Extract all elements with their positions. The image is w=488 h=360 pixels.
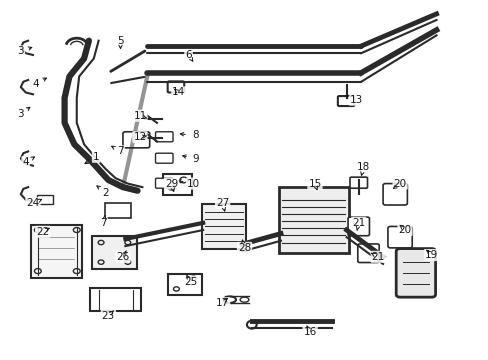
Text: 10: 10 (186, 179, 200, 189)
Text: 24: 24 (26, 198, 40, 208)
Text: 8: 8 (192, 130, 199, 140)
Text: 1: 1 (93, 152, 100, 162)
FancyBboxPatch shape (155, 132, 173, 142)
FancyBboxPatch shape (155, 153, 173, 163)
FancyBboxPatch shape (90, 288, 141, 311)
FancyBboxPatch shape (92, 236, 136, 269)
FancyBboxPatch shape (382, 184, 407, 205)
Text: 28: 28 (237, 243, 251, 253)
Text: 3: 3 (18, 46, 24, 57)
FancyBboxPatch shape (37, 195, 53, 204)
Text: 22: 22 (36, 227, 49, 237)
FancyBboxPatch shape (347, 217, 369, 236)
FancyBboxPatch shape (105, 203, 131, 218)
FancyBboxPatch shape (167, 274, 202, 296)
Text: 17: 17 (216, 298, 229, 308)
FancyBboxPatch shape (155, 178, 173, 188)
FancyBboxPatch shape (337, 96, 354, 106)
Text: 4: 4 (32, 78, 39, 89)
Text: 21: 21 (371, 252, 384, 262)
Text: 13: 13 (349, 95, 362, 105)
Text: 27: 27 (216, 198, 229, 208)
FancyBboxPatch shape (122, 132, 149, 148)
Text: 18: 18 (356, 162, 369, 172)
Text: 4: 4 (22, 157, 29, 167)
Text: 15: 15 (308, 179, 321, 189)
Text: 20: 20 (398, 225, 411, 235)
FancyBboxPatch shape (167, 81, 184, 93)
FancyBboxPatch shape (357, 244, 378, 262)
Text: 6: 6 (185, 50, 191, 60)
Text: 19: 19 (424, 250, 437, 260)
Text: 29: 29 (164, 179, 178, 189)
Text: 16: 16 (303, 327, 316, 337)
Text: 7: 7 (117, 147, 123, 157)
FancyBboxPatch shape (395, 249, 435, 297)
Text: 5: 5 (117, 36, 123, 46)
Text: 11: 11 (133, 111, 146, 121)
FancyBboxPatch shape (30, 225, 81, 278)
FancyBboxPatch shape (349, 177, 367, 188)
Text: 9: 9 (192, 154, 199, 163)
Text: 14: 14 (172, 87, 185, 98)
FancyBboxPatch shape (163, 174, 192, 195)
Text: 26: 26 (116, 252, 129, 262)
Text: 23: 23 (102, 311, 115, 321)
Text: 3: 3 (18, 109, 24, 119)
FancyBboxPatch shape (201, 204, 245, 249)
Text: 7: 7 (100, 218, 106, 228)
FancyBboxPatch shape (278, 187, 348, 253)
Text: 2: 2 (102, 188, 109, 198)
Text: 21: 21 (351, 218, 365, 228)
Text: 12: 12 (133, 132, 146, 142)
Text: 25: 25 (184, 277, 197, 287)
FancyBboxPatch shape (387, 226, 411, 248)
Text: 20: 20 (393, 179, 406, 189)
